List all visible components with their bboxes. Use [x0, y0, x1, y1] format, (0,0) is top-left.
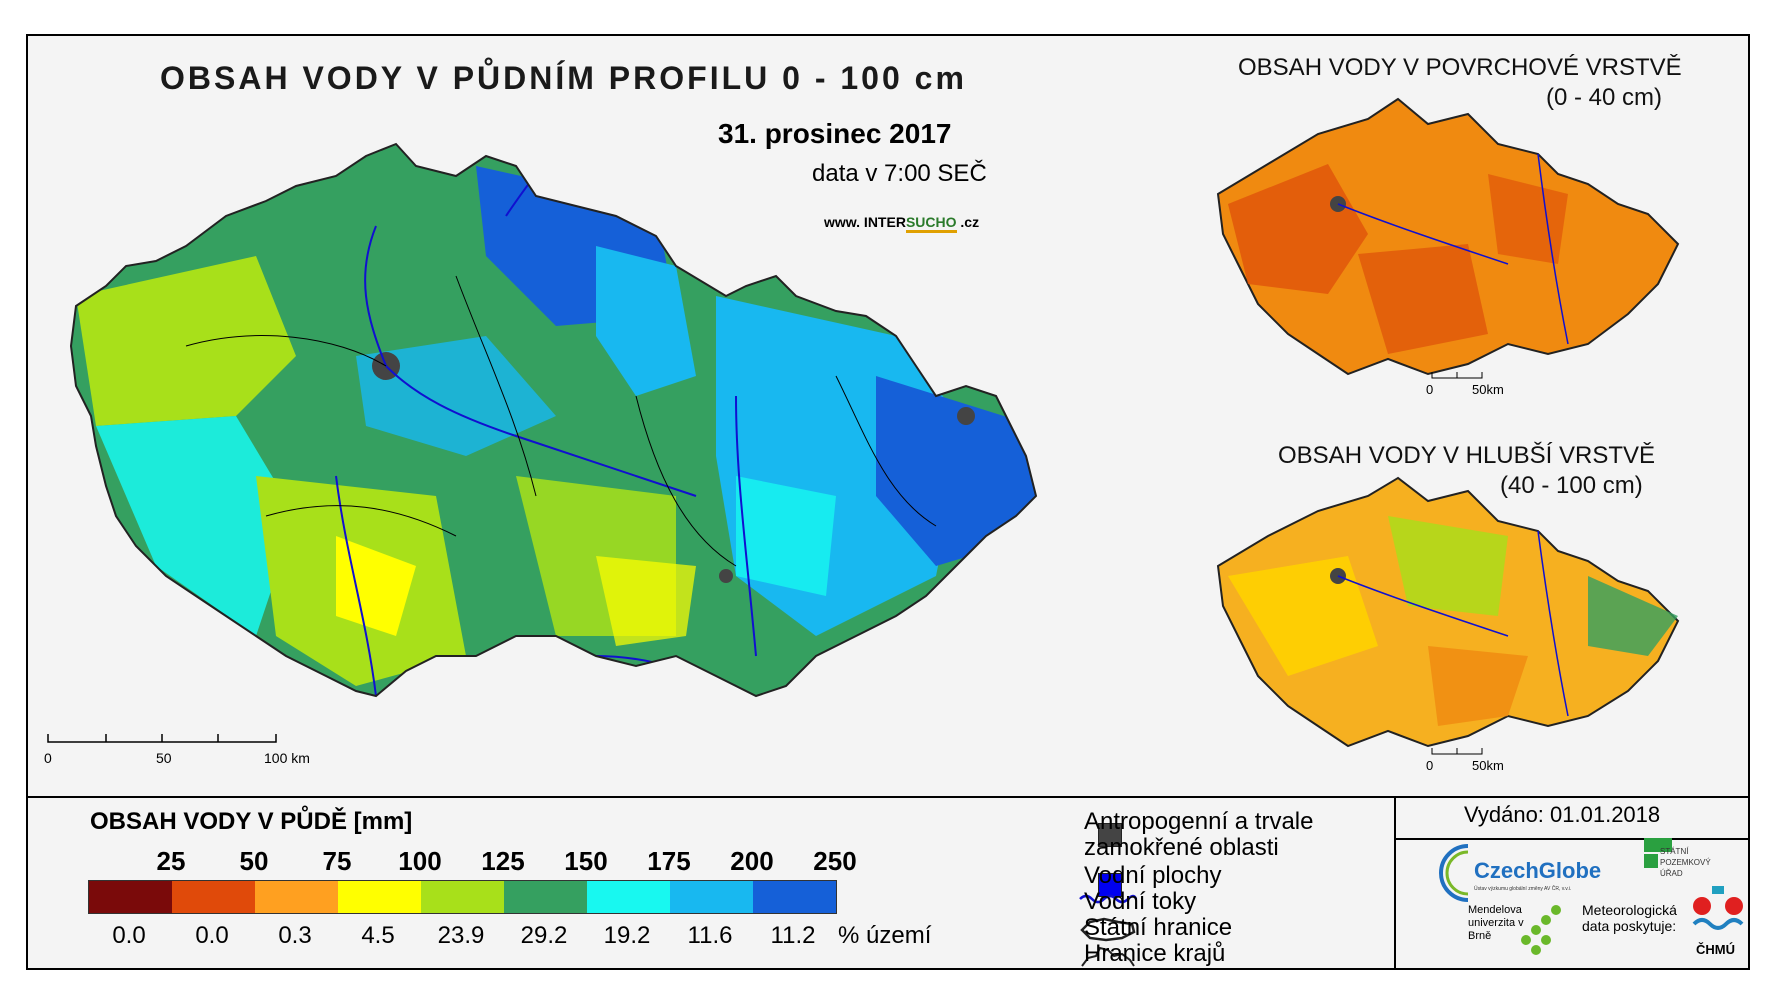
- issued-divider: [1394, 796, 1396, 970]
- legend-color-bar: [88, 880, 837, 914]
- inset-top-scale-bar: [1431, 372, 1483, 379]
- region-border-label: Hranice krajů: [1084, 940, 1226, 967]
- legend-percentage: 19.2: [603, 922, 651, 949]
- legend-threshold: 250: [813, 846, 857, 876]
- main-scale-0: 0: [44, 750, 52, 766]
- legend-swatch: [172, 881, 255, 913]
- legend-swatch: [753, 881, 836, 913]
- issued-hline: [1394, 838, 1750, 840]
- legend-threshold: 75: [322, 846, 352, 876]
- legend-divider: [28, 796, 1748, 798]
- legend-swatch: [255, 881, 338, 913]
- mendelu-name: Mendelova univerzita v Brně: [1468, 904, 1524, 942]
- legend-threshold: 200: [730, 846, 774, 876]
- legend-percentage: 11.2: [770, 922, 816, 949]
- inset-top-scale-50: 50km: [1472, 382, 1504, 397]
- chmu-name: ČHMÚ: [1696, 942, 1735, 957]
- streams-label: Vodní toky: [1084, 888, 1197, 915]
- percent-unit: % území: [838, 922, 932, 949]
- legend-threshold: 100: [398, 846, 442, 876]
- map-frame: OBSAH VODY V PŮDNÍM PROFILU 0 - 100 cm 3…: [26, 34, 1750, 970]
- map-date: 31. prosinec 2017: [718, 118, 952, 149]
- legend-threshold: 50: [239, 846, 269, 876]
- anthropogenic-symbol: [1098, 823, 1122, 847]
- inset-bottom-scale-bar: [1431, 748, 1483, 755]
- legend-threshold: 175: [647, 846, 691, 876]
- inset-top-scale-0: 0: [1426, 382, 1434, 397]
- legend-swatch: [504, 881, 587, 913]
- legend-threshold: 125: [481, 846, 525, 876]
- anthropogenic-label-2: zamokřené oblasti: [1084, 834, 1279, 861]
- inset-bottom-scale-50: 50km: [1472, 758, 1504, 773]
- inset-bottom-range: (40 - 100 cm): [1500, 472, 1643, 499]
- water-bodies-label: Vodní plochy: [1084, 862, 1222, 889]
- inset-top-range: (0 - 40 cm): [1546, 84, 1663, 111]
- legend-swatch: [421, 881, 504, 913]
- legend-swatch: [89, 881, 172, 913]
- issued-date: Vydáno: 01.01.2018: [1464, 802, 1661, 827]
- chmu-logo: [1692, 886, 1744, 930]
- legend-percentage: 23.9: [437, 922, 485, 949]
- legend-percentage: 4.5: [361, 922, 395, 949]
- mendelu-logo: [1521, 905, 1561, 955]
- main-scale-100: 100 km: [264, 750, 310, 766]
- main-title: OBSAH VODY V PŮDNÍM PROFILU 0 - 100 cm: [160, 60, 967, 96]
- legend-percentage: 0.3: [278, 922, 312, 949]
- spu-logo: [1644, 838, 1672, 868]
- legend-percentage: 29.2: [520, 922, 568, 949]
- legend-title: OBSAH VODY V PŮDĚ [mm]: [90, 808, 413, 835]
- legend-percentage: 11.6: [687, 922, 733, 949]
- region-border-symbol: [1081, 946, 1135, 967]
- state-border-label: Státní hranice: [1084, 914, 1233, 941]
- legend-percentage: 0.0: [195, 922, 229, 949]
- legend-swatch: [338, 881, 421, 913]
- inset-bottom-scale-0: 0: [1426, 758, 1434, 773]
- spu-name: STÁTNÍ POZEMKOVÝ ÚŘAD: [1660, 847, 1711, 878]
- state-border-symbol: [1080, 917, 1136, 942]
- website-link[interactable]: www. INTERSUCHO .cz: [824, 214, 979, 233]
- main-scale-50: 50: [156, 750, 172, 766]
- stream-symbol: [1079, 894, 1138, 904]
- czechglobe-subtitle: Ústav výzkumu globální změny AV ČR, v.v.…: [1474, 886, 1572, 892]
- inset-top-title: OBSAH VODY V POVRCHOVÉ VRSTVĚ: [1238, 54, 1682, 81]
- main-scale-bar: [47, 734, 277, 743]
- inset-bottom-title: OBSAH VODY V HLUBŠÍ VRSTVĚ: [1278, 442, 1656, 469]
- anthropogenic-label-1: Antropogenní a trvale: [1084, 808, 1314, 835]
- inset-bottom-map: [1216, 476, 1680, 748]
- main-map: [69, 142, 1038, 698]
- legend-threshold: 150: [564, 846, 608, 876]
- legend-percentage: 0.0: [112, 922, 146, 949]
- legend-swatch: [670, 881, 753, 913]
- legend-threshold: 25: [156, 846, 186, 876]
- data-time: data v 7:00 SEČ: [812, 160, 987, 187]
- czechglobe-logo: [1439, 844, 1469, 902]
- meteo-credit: Meteorologická data poskytuje:: [1582, 902, 1677, 934]
- inset-top-map: [1216, 97, 1680, 376]
- water-body-symbol: [1098, 873, 1122, 897]
- czechglobe-name: CzechGlobe: [1474, 858, 1602, 883]
- legend-swatch: [587, 881, 670, 913]
